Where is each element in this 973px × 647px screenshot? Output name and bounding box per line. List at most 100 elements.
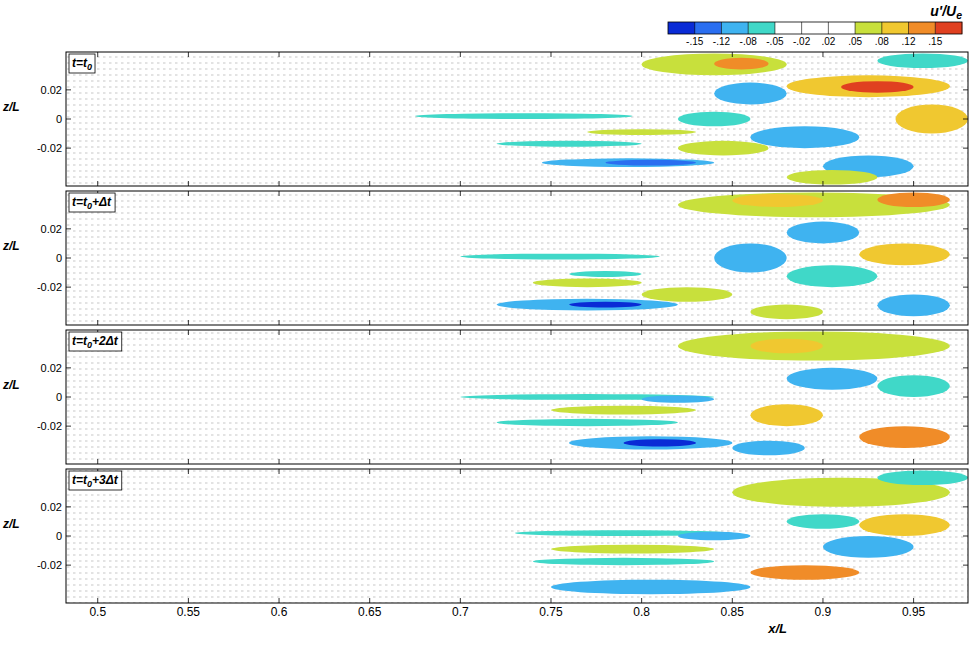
y-tick [66,228,71,229]
x-tick [279,330,280,335]
x-tick [369,459,370,464]
colorbar-tick [828,22,829,34]
velocity-patch [551,580,750,595]
colorbar-tick [801,22,802,34]
x-tick [188,598,189,603]
velocity-patch [750,305,823,320]
colorbar-tick-label: -.12 [713,36,731,47]
x-tick [913,52,914,57]
y-tick [963,89,968,90]
velocity-patch [714,83,787,105]
velocity-patch [551,545,714,554]
colorbar-title: u'/Ue [930,3,962,21]
velocity-patch [877,53,968,68]
velocity-patch [823,536,914,558]
panel-frame [66,191,968,325]
velocity-patch [841,81,914,93]
y-tick-label: 0 [56,391,62,403]
y-tick [963,426,968,427]
colorbar-bin [721,22,748,34]
x-tick [460,320,461,325]
x-tick [460,469,461,474]
x-tick [188,191,189,196]
x-tick [188,320,189,325]
velocity-patch [859,426,950,448]
velocity-patch [569,271,642,277]
colorbar-tick-label: -.05 [766,36,784,47]
x-tick [822,598,823,603]
velocity-patch [642,53,787,75]
y-tick [66,148,71,149]
x-tick [460,191,461,196]
x-tick [822,52,823,57]
x-tick [913,320,914,325]
y-axis-title: z/L [2,378,20,392]
x-tick [822,330,823,335]
colorbar-tick-label: -.02 [793,36,811,47]
x-tick-label: 0.95 [902,605,926,619]
y-tick-label: -0.02 [37,420,62,432]
colorbar-tick [694,22,695,34]
x-tick [460,330,461,335]
velocity-patch [624,439,697,446]
y-tick [66,397,71,398]
velocity-patch [787,170,878,185]
colorbar-tick-label: .08 [875,36,889,47]
background [66,330,968,464]
x-tick [732,330,733,335]
x-tick-label: 0.55 [177,605,201,619]
velocity-patch [542,158,714,167]
colorbar-bin [935,22,962,34]
velocity-patch [877,375,950,397]
y-tick [66,536,71,537]
x-tick [188,459,189,464]
y-tick [963,506,968,507]
panel: -0.0200.02z/Lt=t0 [2,52,968,186]
velocity-patch [732,441,805,456]
background [66,52,968,186]
x-tick [460,598,461,603]
velocity-patch [533,558,714,565]
velocity-patch [877,294,950,316]
plot-area [66,330,968,464]
panel-title-group: t=t0+3Δt [69,471,122,490]
x-tick [550,598,551,603]
colorbar-bin [909,22,936,34]
colorbar-bin [748,22,775,34]
x-tick [732,191,733,196]
panel: -0.02 0 0.02 z/L t=t0+2Δt [2,330,968,464]
y-tick [963,536,968,537]
velocity-patch [533,278,642,287]
x-tick [97,181,98,186]
velocity-patch [642,396,715,403]
x-tick [641,330,642,335]
colorbar-tick-label: .12 [902,36,916,47]
x-tick-label: 0.9 [815,605,832,619]
x-tick [913,459,914,464]
x-tick [97,52,98,57]
x-tick [641,191,642,196]
y-tick [963,565,968,566]
panel-title-group: t=t0+2Δt [69,332,122,351]
colorbar-bin [828,22,855,34]
x-tick [369,191,370,196]
velocity-patch [678,141,769,156]
y-tick-label: 0.02 [41,84,62,96]
x-tick [822,181,823,186]
x-tick [550,191,551,196]
background [66,469,968,603]
x-tick [550,181,551,186]
x-tick [641,459,642,464]
colorbar-tick [908,22,909,34]
x-tick [97,320,98,325]
x-tick [732,52,733,57]
x-tick [279,459,280,464]
plot-area [66,52,968,186]
panel-title-box [69,193,115,212]
velocity-patch [877,470,968,485]
x-tick-label: 0.65 [358,605,382,619]
x-tick [732,181,733,186]
y-tick-label: 0.02 [41,362,62,374]
velocity-patch [750,565,859,580]
y-tick-label: 0 [56,113,62,125]
